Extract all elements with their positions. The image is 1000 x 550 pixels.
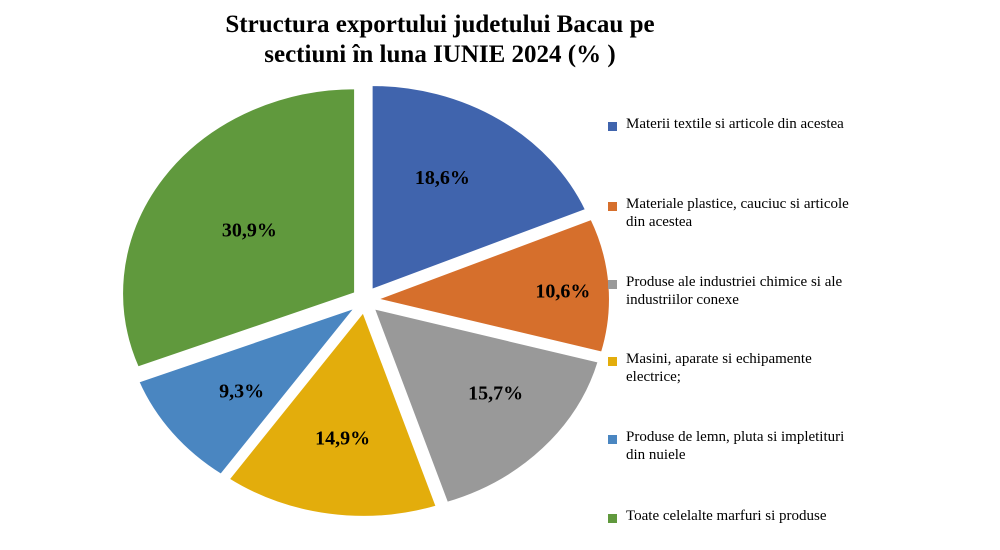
pie-slice-wood <box>137 305 359 477</box>
legend-swatch <box>608 122 617 131</box>
data-label-machines: 14,9% <box>315 428 370 450</box>
data-label-chemical: 15,7% <box>468 383 523 405</box>
legend-swatch <box>608 202 617 211</box>
legend-label: Produse ale industriei chimice si ale in… <box>626 274 843 308</box>
legend-label: Toate celelalte marfuri si produse <box>626 508 827 524</box>
legend-swatch <box>608 514 617 523</box>
chart-title-line-2: sectiuni în luna IUNIE 2024 (% ) <box>264 41 616 68</box>
legend-swatch <box>608 435 617 444</box>
pie-slice-machines <box>227 309 438 518</box>
data-label-wood: 9,3% <box>219 381 264 403</box>
pie-slice-textile <box>370 83 588 292</box>
chart-title-line-1: Structura exportului judetului Bacau pe <box>225 11 655 38</box>
legend-label: Masini, aparate si echipamente electrice… <box>626 351 812 385</box>
data-label-other: 30,9% <box>222 220 277 242</box>
legend-swatch <box>608 280 617 289</box>
legend-label: Materii textile si articole din acestea <box>626 116 844 132</box>
data-label-textile: 18,6% <box>415 167 470 189</box>
pie-slice-chemical <box>372 306 600 505</box>
legend-label: Materiale plastice, cauciuc si articole … <box>626 196 849 230</box>
legend-swatch <box>608 357 617 366</box>
legend-label: Produse de lemn, pluta si impletituri di… <box>626 429 845 463</box>
pie-slice-other <box>121 87 357 369</box>
data-label-plastic: 10,6% <box>535 281 590 303</box>
chart-title: Structura exportului judetului Bacau pe … <box>140 10 740 70</box>
